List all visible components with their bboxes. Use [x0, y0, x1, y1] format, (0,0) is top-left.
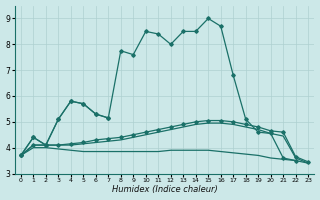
X-axis label: Humidex (Indice chaleur): Humidex (Indice chaleur): [112, 185, 217, 194]
